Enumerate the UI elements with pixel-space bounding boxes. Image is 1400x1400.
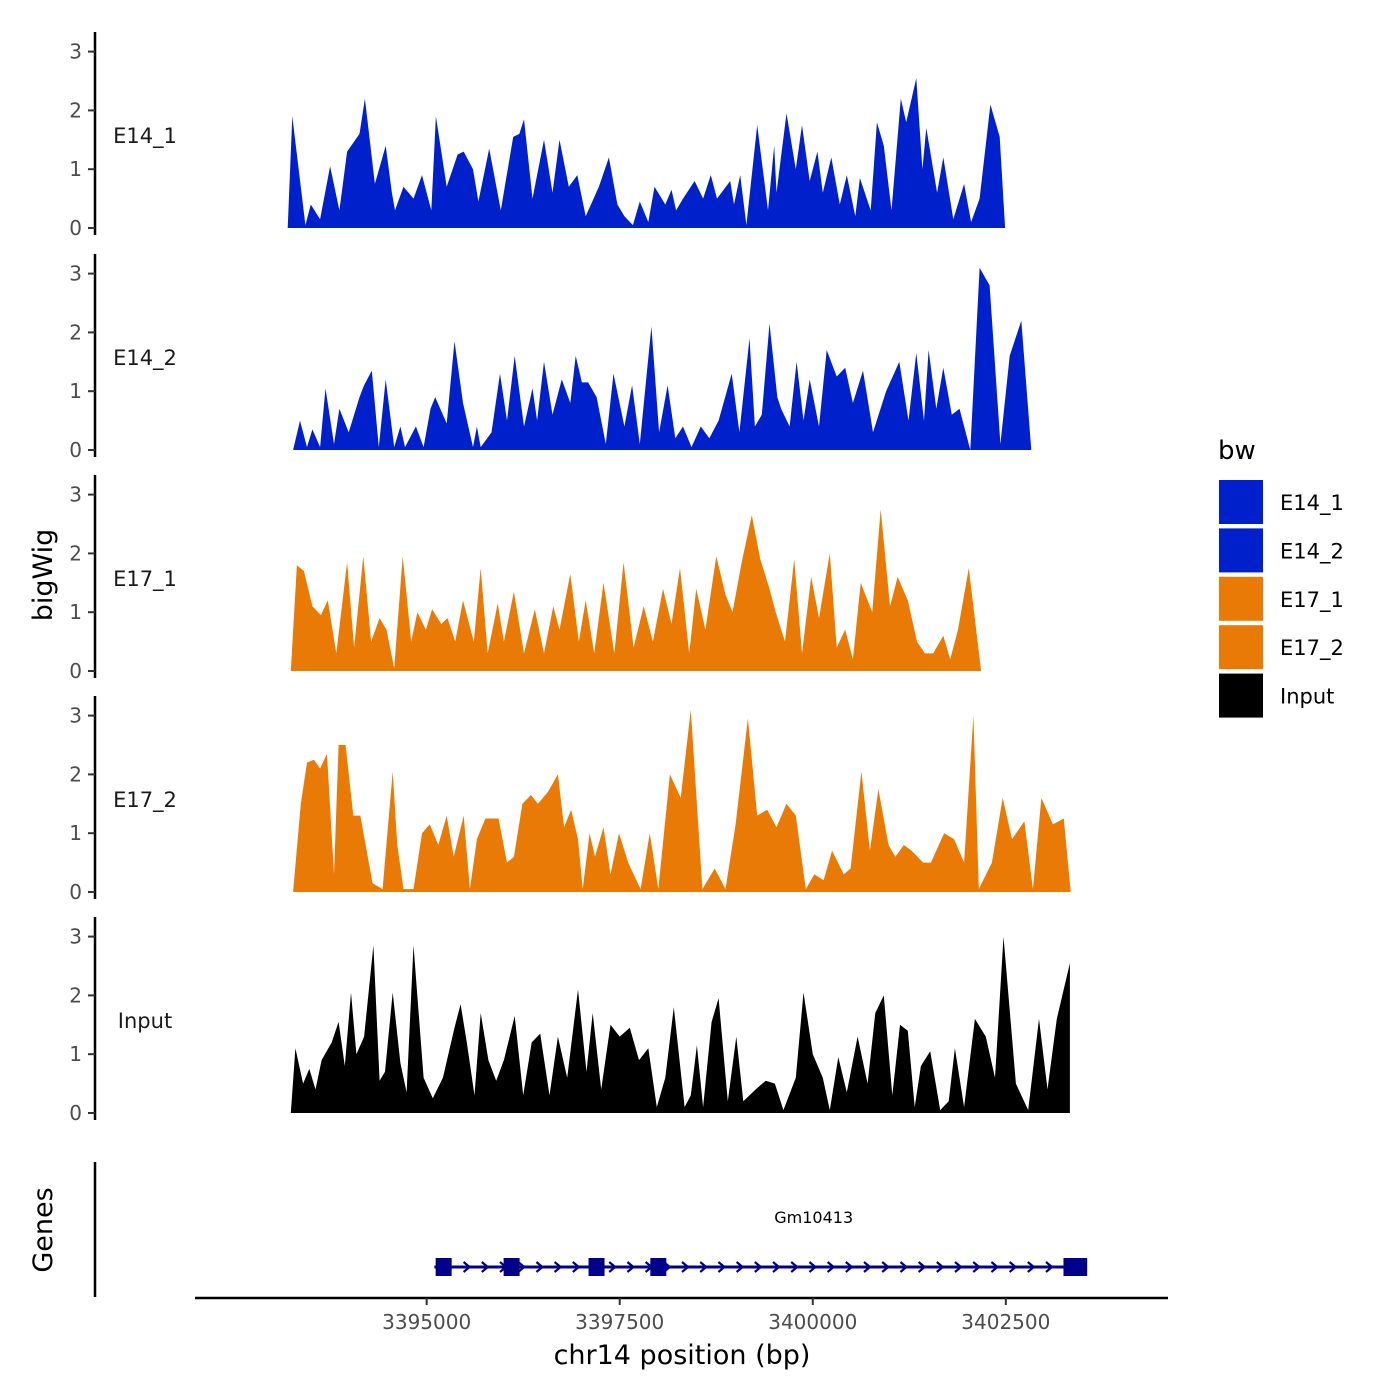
gene-label-gm10413: Gm10413 bbox=[774, 1208, 853, 1227]
strand-arrow-icon bbox=[735, 1261, 745, 1273]
strand-arrow-icon bbox=[608, 1261, 617, 1273]
strand-arrow-icon bbox=[972, 1261, 981, 1273]
area-series-e17_2 bbox=[293, 709, 1071, 892]
strand-arrow-icon bbox=[863, 1261, 872, 1273]
y-tick-label: 0 bbox=[69, 1101, 82, 1125]
track-label-input: Input bbox=[118, 1009, 172, 1033]
track-label-e17_1: E17_1 bbox=[113, 567, 177, 592]
y-axis-title: bigWig bbox=[28, 529, 59, 622]
legend-swatch-e17_1 bbox=[1219, 576, 1263, 621]
legend-label-e17_2: E17_2 bbox=[1280, 636, 1344, 661]
y-tick-label: 2 bbox=[69, 541, 82, 565]
strand-arrow-icon bbox=[1045, 1261, 1054, 1273]
strand-arrow-icon bbox=[717, 1261, 727, 1273]
strand-arrow-icon bbox=[936, 1261, 945, 1273]
strand-arrow-icon bbox=[754, 1261, 763, 1273]
y-tick-label: 3 bbox=[69, 262, 82, 286]
strand-arrow-icon bbox=[990, 1261, 1000, 1273]
x-tick-label: 3397500 bbox=[575, 1310, 664, 1334]
y-tick-label: 0 bbox=[69, 216, 82, 240]
strand-arrow-icon bbox=[1027, 1261, 1036, 1273]
y-tick-label: 3 bbox=[69, 40, 82, 64]
genes-axis-title: Genes bbox=[28, 1187, 59, 1272]
y-tick-label: 0 bbox=[69, 438, 82, 462]
strand-arrow-icon bbox=[553, 1261, 563, 1273]
y-tick-label: 3 bbox=[69, 925, 82, 949]
legend-swatch-e14_2 bbox=[1219, 528, 1263, 573]
track-label-e14_1: E14_1 bbox=[113, 124, 177, 149]
x-tick-label: 3395000 bbox=[382, 1310, 471, 1334]
x-axis-title: chr14 position (bp) bbox=[554, 1340, 811, 1371]
strand-arrow-icon bbox=[772, 1261, 781, 1273]
strand-arrow-icon bbox=[462, 1261, 472, 1273]
gene-exon bbox=[588, 1258, 605, 1276]
gene-exon bbox=[650, 1258, 667, 1276]
legend-title: bw bbox=[1218, 436, 1256, 466]
strand-arrow-icon bbox=[790, 1261, 799, 1273]
strand-arrow-icon bbox=[572, 1261, 581, 1273]
strand-arrow-icon bbox=[899, 1261, 909, 1273]
track-label-e14_2: E14_2 bbox=[113, 346, 177, 371]
y-tick-label: 1 bbox=[69, 379, 82, 403]
y-tick-label: 3 bbox=[69, 704, 82, 728]
x-tick-label: 3402500 bbox=[961, 1310, 1050, 1334]
area-series-e14_2 bbox=[293, 267, 1070, 450]
strand-arrow-icon bbox=[699, 1261, 708, 1273]
legend-label-e14_2: E14_2 bbox=[1280, 539, 1344, 564]
x-tick-label: 3400000 bbox=[768, 1310, 857, 1334]
strand-arrow-icon bbox=[681, 1261, 690, 1273]
area-series-input bbox=[290, 936, 1070, 1113]
y-tick-label: 1 bbox=[69, 157, 82, 181]
strand-arrow-icon bbox=[826, 1261, 836, 1273]
legend-swatch-input bbox=[1219, 673, 1263, 718]
strand-arrow-icon bbox=[845, 1261, 854, 1273]
strand-arrow-icon bbox=[1008, 1261, 1018, 1273]
y-tick-label: 0 bbox=[69, 659, 82, 683]
strand-arrow-icon bbox=[517, 1261, 526, 1273]
area-series-e17_1 bbox=[290, 509, 1073, 671]
y-tick-label: 2 bbox=[69, 983, 82, 1007]
strand-arrow-icon bbox=[808, 1261, 818, 1273]
legend-swatch-e17_2 bbox=[1219, 625, 1263, 670]
strand-arrow-icon bbox=[481, 1261, 490, 1273]
y-tick-label: 2 bbox=[69, 320, 82, 344]
legend-label-input: Input bbox=[1280, 685, 1334, 709]
strand-arrow-icon bbox=[626, 1261, 636, 1273]
area-series-e14_1 bbox=[287, 78, 1073, 228]
y-tick-label: 1 bbox=[69, 821, 82, 845]
gene-exon bbox=[1071, 1258, 1088, 1276]
gene-exon bbox=[435, 1258, 452, 1276]
gene-exon bbox=[503, 1258, 520, 1276]
track-label-e17_2: E17_2 bbox=[113, 788, 177, 813]
y-tick-label: 2 bbox=[69, 98, 82, 122]
legend-label-e17_1: E17_1 bbox=[1280, 588, 1344, 613]
legend-label-e14_1: E14_1 bbox=[1280, 491, 1344, 516]
y-tick-label: 1 bbox=[69, 1042, 82, 1066]
y-tick-label: 2 bbox=[69, 762, 82, 786]
y-tick-label: 1 bbox=[69, 600, 82, 624]
y-tick-label: 0 bbox=[69, 880, 82, 904]
strand-arrow-icon bbox=[954, 1261, 963, 1273]
strand-arrow-icon bbox=[535, 1261, 545, 1273]
strand-arrow-icon bbox=[917, 1261, 927, 1273]
strand-arrow-icon bbox=[881, 1261, 890, 1273]
legend-swatch-e14_1 bbox=[1219, 480, 1263, 524]
y-tick-label: 3 bbox=[69, 483, 82, 507]
